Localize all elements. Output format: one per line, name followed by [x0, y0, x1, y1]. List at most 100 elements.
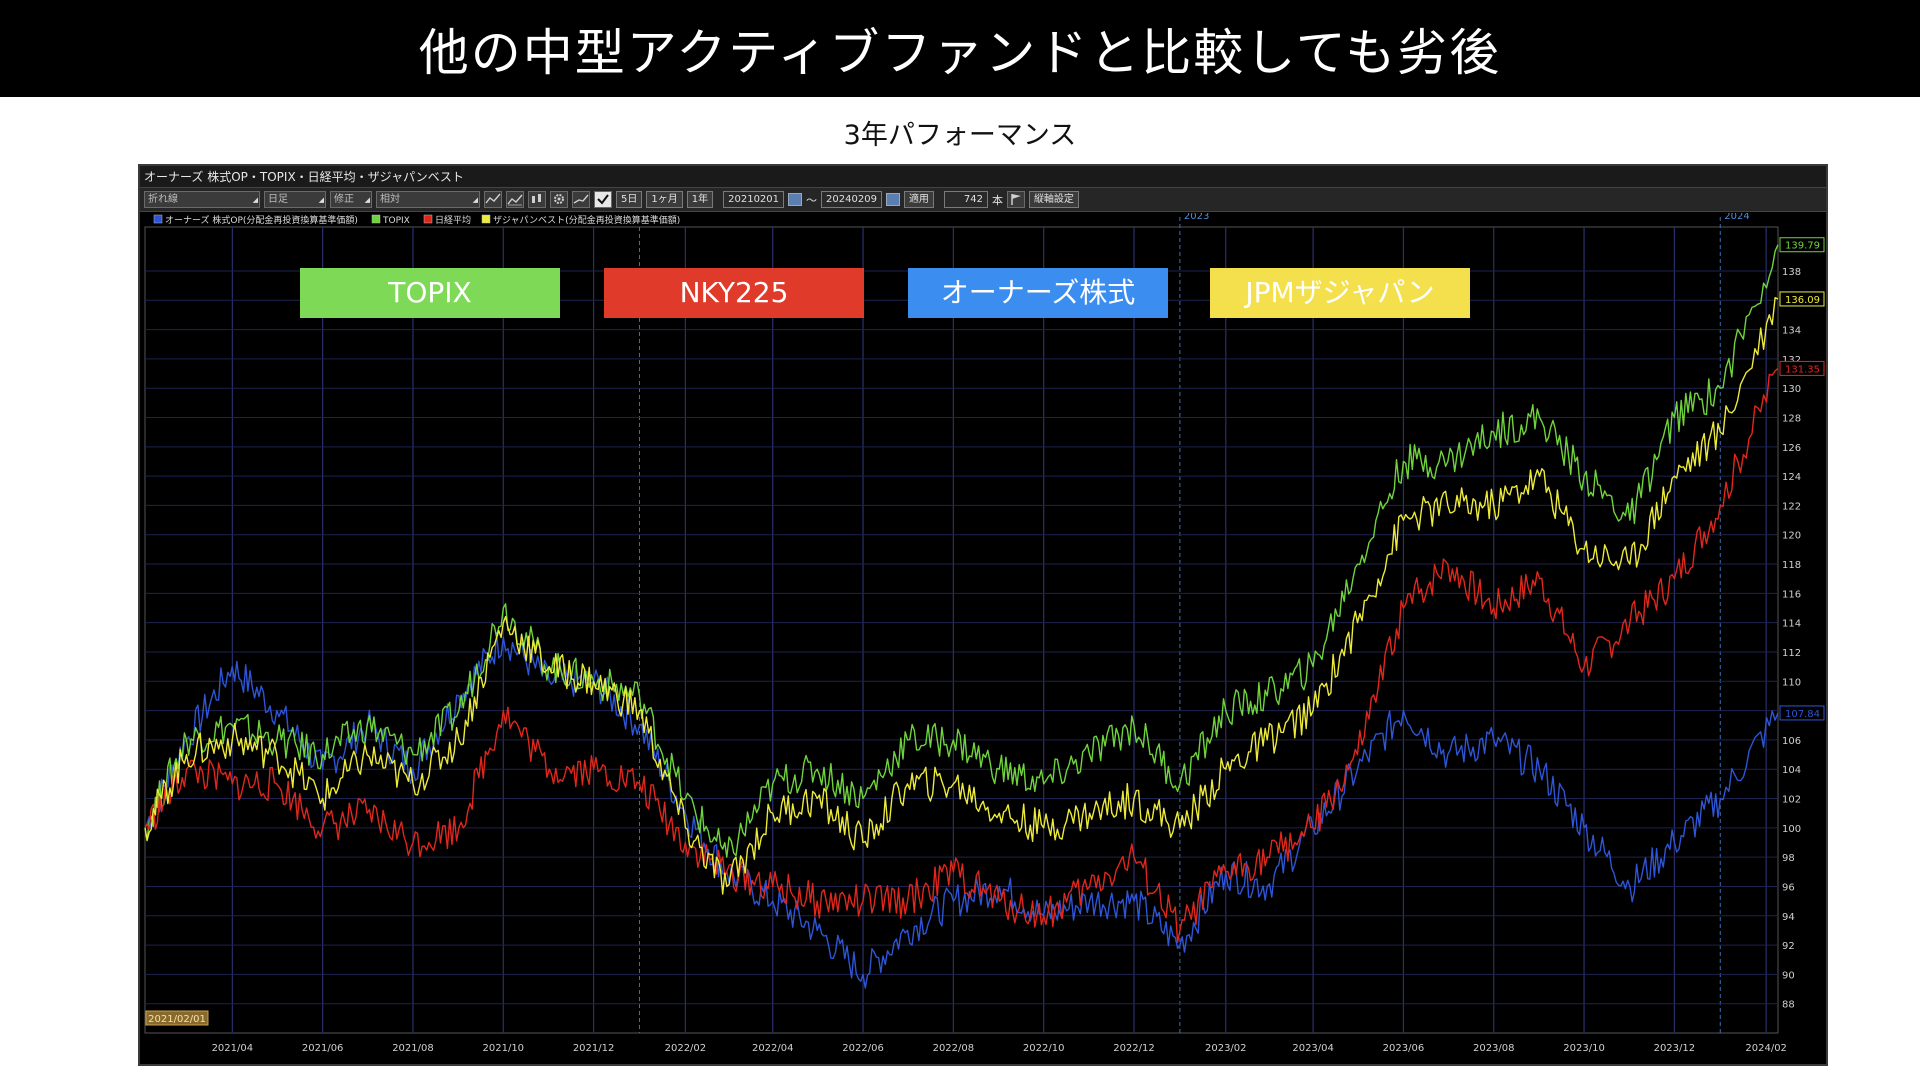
y-tick-label: 90: [1782, 970, 1795, 981]
y-tick-label: 124: [1782, 472, 1801, 483]
check-icon[interactable]: [594, 191, 612, 208]
x-tick-label: 2022/10: [1023, 1043, 1065, 1054]
callout-box: [908, 268, 1168, 318]
x-tick-label: 2023/04: [1292, 1043, 1334, 1054]
y-tick-label: 110: [1782, 677, 1801, 688]
last-value-badge: [1779, 705, 1825, 721]
chart-type-select[interactable]: 折れ線: [144, 191, 260, 208]
bar-count-unit: 本: [991, 193, 1003, 207]
series-line: [144, 296, 1779, 895]
axis-layer: 2021/04 2021/06 2021/08 2021/10 2021/12 2022/…: [145, 213, 1825, 1054]
chart-window: オーナーズ 株式OP・TOPIX・日経平均・ザジャパンベスト 折れ線 日足 修正…: [138, 164, 1828, 1066]
year-marker-label: 2024: [1724, 213, 1749, 222]
callout-label: NKY225: [680, 276, 789, 309]
mode-select[interactable]: 相対: [376, 191, 480, 208]
series-line: [144, 244, 1779, 858]
bar-chart-icon[interactable]: [506, 191, 524, 208]
banner-title: 他の中型アクティブファンドと比較しても劣後: [418, 23, 1502, 82]
y-tick-label: 88: [1782, 1000, 1795, 1011]
x-tick-label: 2022/08: [933, 1043, 975, 1054]
range-5d-button[interactable]: 5日: [616, 191, 643, 208]
y-tick-label: 134: [1782, 326, 1801, 337]
y-tick-label: 102: [1782, 795, 1801, 806]
date-from-input[interactable]: 20210201: [723, 191, 785, 208]
x-tick-label: 2022/02: [665, 1043, 707, 1054]
y-tick-label: 94: [1782, 912, 1795, 923]
bar-count-input[interactable]: 742: [943, 191, 988, 208]
chart-subtitle: 3年パフォーマンス: [843, 120, 1077, 151]
legend-label: ザジャパンベスト(分配金再投資換算基準価額): [493, 214, 680, 226]
y-tick-label: 132: [1782, 355, 1801, 366]
apply-button[interactable]: 適用: [903, 191, 934, 208]
last-value-label: 139.79: [1785, 241, 1820, 252]
x-tick-label: 2023/06: [1383, 1043, 1425, 1054]
last-value-label: 131.35: [1785, 364, 1820, 375]
y-tick-label: 126: [1782, 443, 1801, 454]
series-line: [144, 632, 1779, 989]
adjust-select[interactable]: 修正: [330, 191, 372, 208]
start-date-badge: [145, 1010, 209, 1026]
y-tick-label: 92: [1782, 941, 1795, 952]
calendar-icon[interactable]: [885, 193, 900, 206]
x-tick-label: 2024/02: [1745, 1043, 1787, 1054]
x-tick-label: 2023/08: [1473, 1043, 1515, 1054]
axis-settings-button[interactable]: 縦軸設定: [1028, 191, 1079, 208]
legend-label: TOPIX: [382, 216, 410, 226]
flag-icon[interactable]: [1006, 191, 1025, 208]
start-date-label: 2021/02/01: [148, 1014, 206, 1025]
y-tick-label: 116: [1782, 589, 1801, 600]
settings-gear-icon[interactable]: [550, 191, 568, 208]
x-tick-label: 2022/06: [842, 1043, 884, 1054]
x-tick-label: 2021/12: [573, 1043, 615, 1054]
date-range-tilde: ～: [806, 193, 818, 207]
y-tick-label: 138: [1782, 267, 1801, 278]
legend-label: オーナーズ 株式OP(分配金再投資換算基準価額): [165, 214, 358, 226]
year-marker-label: 2023: [1184, 213, 1209, 222]
calendar-icon[interactable]: [788, 193, 803, 206]
last-value-label: 136.09: [1785, 295, 1820, 306]
chart-legend: オーナーズ 株式OP(分配金再投資換算基準価額) TOPIX 日経平均 ザジャパンベス…: [153, 214, 680, 226]
period-select[interactable]: 日足: [264, 191, 326, 208]
range-1m-button[interactable]: 1ヶ月: [646, 191, 683, 208]
y-tick-label: 128: [1782, 414, 1801, 425]
callout-label: TOPIX: [387, 276, 471, 309]
line-chart-icon[interactable]: [484, 191, 502, 208]
performance-line-chart: オーナーズ 株式OP(分配金再投資換算基準価額) TOPIX 日経平均 ザジャパンベス…: [144, 213, 1825, 1054]
last-value-badge: [1779, 291, 1825, 307]
series-line: [144, 367, 1779, 943]
y-tick-label: 112: [1782, 648, 1801, 659]
range-1y-button[interactable]: 1年: [686, 191, 714, 208]
callout-layer: TOPIX NKY225 オーナーズ株式 JPMザジャパン: [300, 268, 1470, 318]
y-tick-label: 98: [1782, 853, 1795, 864]
candle-chart-icon[interactable]: [528, 191, 546, 208]
callout-box: [1210, 268, 1470, 318]
trend-icon[interactable]: [572, 191, 590, 208]
callout-box: [604, 268, 864, 318]
callout-box: [300, 268, 560, 318]
legend-swatch: [153, 214, 163, 224]
last-value-label: 107.84: [1785, 709, 1820, 720]
plot-frame: [144, 226, 1779, 1034]
x-tick-label: 2022/04: [752, 1043, 794, 1054]
legend-swatch: [371, 214, 381, 224]
window-title: オーナーズ 株式OP・TOPIX・日経平均・ザジャパンベスト: [140, 166, 1826, 188]
y-tick-label: 130: [1782, 384, 1801, 395]
x-tick-label: 2021/06: [302, 1043, 344, 1054]
legend-swatch: [423, 214, 433, 224]
date-to-input[interactable]: 20240209: [821, 191, 882, 208]
callout-label: オーナーズ株式: [941, 276, 1136, 309]
legend-label: 日経平均: [435, 214, 471, 226]
y-tick-label: 114: [1782, 619, 1801, 630]
y-tick-label: 96: [1782, 882, 1795, 893]
series-layer: [144, 244, 1779, 989]
x-tick-label: 2023/12: [1654, 1043, 1696, 1054]
x-tick-label: 2021/08: [392, 1043, 434, 1054]
y-tick-label: 120: [1782, 531, 1801, 542]
title-banner: 他の中型アクティブファンドと比較しても劣後: [0, 0, 1920, 97]
x-tick-label: 2023/10: [1563, 1043, 1605, 1054]
y-tick-label: 118: [1782, 560, 1801, 571]
chart-toolbar: 折れ線 日足 修正 相対 5日 1ヶ月 1年 20210201 ～ 202402…: [140, 188, 1826, 212]
y-tick-label: 100: [1782, 824, 1801, 835]
x-tick-label: 2021/04: [212, 1043, 254, 1054]
last-value-badge: [1779, 237, 1825, 253]
